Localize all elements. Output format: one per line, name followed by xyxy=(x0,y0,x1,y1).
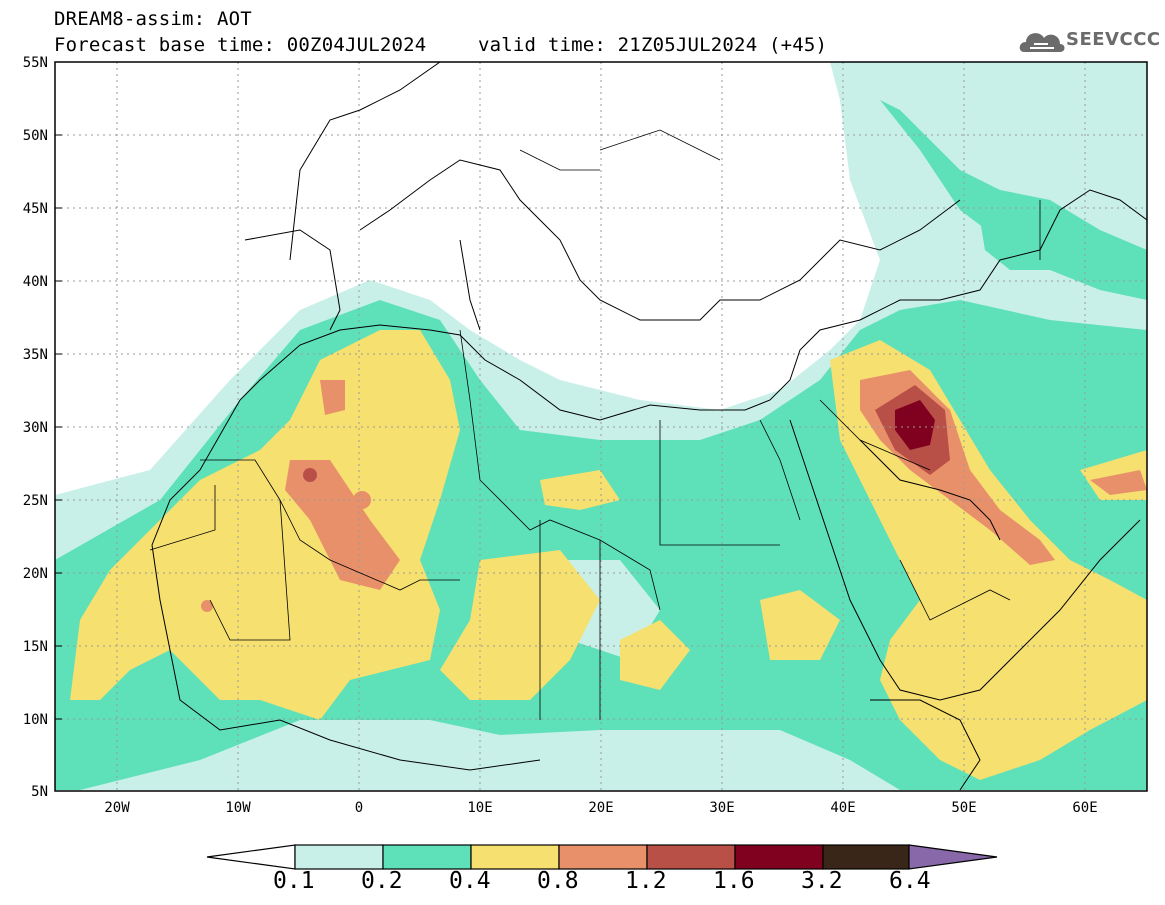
lat-label-55n: 55N xyxy=(23,55,48,71)
coastlines xyxy=(151,62,1147,791)
colorbar-over-arrow xyxy=(908,844,998,870)
aot-fields xyxy=(55,62,1147,790)
lon-label-0: 0 xyxy=(355,800,363,816)
colorbar-bin xyxy=(558,844,648,870)
lat-label-5n: 5N xyxy=(31,784,48,800)
colorbar-label: 0.2 xyxy=(361,868,403,894)
lat-label-20n: 20N xyxy=(23,566,48,582)
colorbar-bin xyxy=(646,844,736,870)
lon-label-30e: 30E xyxy=(709,800,734,816)
colorbar-bin xyxy=(822,844,910,870)
colorbar-label: 3.2 xyxy=(801,868,843,894)
logo-text: SEEVCCC xyxy=(1066,29,1161,50)
map-title: DREAM8-assim: AOT xyxy=(54,8,252,30)
colorbar-label: 0.1 xyxy=(273,868,315,894)
lon-labels: 20W 10W 0 10E 20E 30E 40E 50E 60E xyxy=(104,800,1097,816)
colorbar-label: 1.2 xyxy=(625,868,667,894)
lon-label-10e: 10E xyxy=(467,800,492,816)
lon-label-10w: 10W xyxy=(225,800,251,816)
lon-label-20e: 20E xyxy=(588,800,613,816)
colorbar-label: 6.4 xyxy=(889,868,931,894)
lat-label-10n: 10N xyxy=(23,712,48,728)
lat-label-45n: 45N xyxy=(23,201,48,217)
colorbar-bin xyxy=(294,844,384,870)
colorbar-bin xyxy=(382,844,472,870)
cloud-icon xyxy=(1019,33,1065,52)
lat-label-30n: 30N xyxy=(23,420,48,436)
colorbar-label: 0.8 xyxy=(537,868,579,894)
lon-label-50e: 50E xyxy=(951,800,976,816)
lon-label-40e: 40E xyxy=(830,800,855,816)
colorbar-label: 1.6 xyxy=(713,868,755,894)
lat-label-15n: 15N xyxy=(23,639,48,655)
valid-time: valid time: 21Z05JUL2024 (+45) xyxy=(478,34,828,56)
lat-label-40n: 40N xyxy=(23,274,48,290)
lat-label-50n: 50N xyxy=(23,128,48,144)
colorbar-bin xyxy=(734,844,824,870)
lon-label-60e: 60E xyxy=(1072,800,1097,816)
lat-labels: 55N 50N 45N 40N 35N 30N 25N 20N 15N 10N … xyxy=(23,55,48,800)
country-borders xyxy=(149,129,1041,720)
colorbar xyxy=(206,844,998,870)
colorbar-under-arrow xyxy=(206,844,296,870)
colorbar-bin xyxy=(470,844,560,870)
colorbar-label: 0.4 xyxy=(449,868,491,894)
lon-label-20w: 20W xyxy=(104,800,130,816)
graticule xyxy=(55,62,1147,791)
lat-label-35n: 35N xyxy=(23,347,48,363)
lat-ticks xyxy=(55,61,62,792)
lat-label-25n: 25N xyxy=(23,493,48,509)
forecast-base-time: Forecast base time: 00Z04JUL2024 xyxy=(54,34,427,56)
